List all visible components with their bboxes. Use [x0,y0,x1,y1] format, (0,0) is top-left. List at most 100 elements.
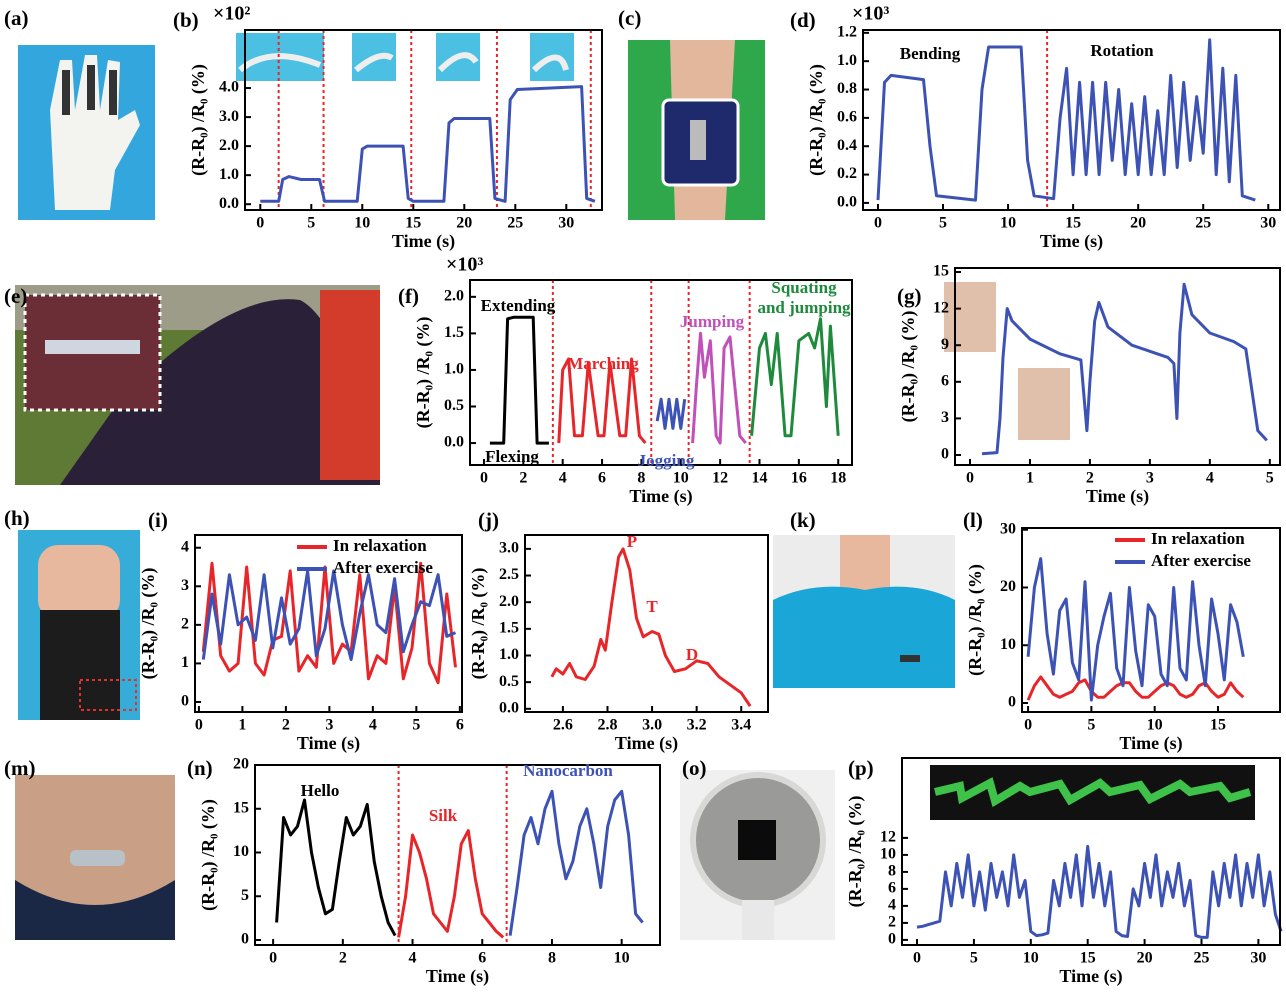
x-tick-label: 2 [1086,470,1094,487]
y-axis-label: (R-R₀) /R₀ (%) [413,317,434,429]
annotation: Jogging [638,451,695,470]
line-series [876,38,1256,202]
chart: 0 5 10 15 0 10 20 30 (l) Time (s) (R-R₀) /R₀ (%) In… [963,508,1281,754]
plot-frame [862,29,1281,211]
x-tick-label: 10 [673,470,689,487]
panel-label: (p) [848,756,874,780]
y-multiplier: ×10³ [852,3,889,25]
x-tick-label: 8 [548,950,556,967]
line-series [557,357,647,445]
x-tick-label: 14 [752,470,768,487]
y-multiplier: ×10² [213,3,250,25]
line-series [691,331,747,445]
x-tick-label: 5 [412,717,420,734]
y-tick-label: 9 [941,336,949,353]
y-tick-label: 2.0 [219,137,239,154]
y-tick-label: 2.5 [499,566,519,583]
x-axis-label: Time (s) [1059,966,1122,987]
x-tick-label: 2.8 [597,717,617,734]
x-axis-label: Time (s) [1040,231,1103,252]
line-series [916,844,1283,939]
x-tick-label: 6 [456,717,464,734]
line-series [750,317,840,438]
line-series [397,829,505,939]
y-tick-label: 0.0 [499,699,519,716]
line-series [655,397,687,430]
legend-label: In relaxation [333,536,427,555]
legend-label: In relaxation [1151,529,1245,548]
y-tick-label: 15 [233,799,249,816]
x-tick-label: 0 [913,950,921,967]
x-tick-label: 5 [939,215,947,232]
x-tick-label: 0 [874,215,882,232]
x-tick-label: 30 [1250,950,1266,967]
photo-k [773,535,955,688]
y-multiplier: ×10³ [446,254,483,276]
chart: 0 5 10 15 20 25 30 0.0 1.0 2.0 3.0 4.0 (b) Time (s) (R… [173,3,603,252]
y-tick-label: 3.0 [219,108,239,125]
plot-frame [254,764,661,946]
y-tick-label: 6 [941,372,949,389]
x-tick-label: 15 [405,215,421,232]
annotation: T [646,597,658,616]
annotation: Bending [900,44,961,63]
x-tick-label: 25 [507,215,523,232]
panel-label: (n) [187,756,213,780]
x-tick-label: 15 [1065,215,1081,232]
annotation: Hello [301,781,340,800]
panel-label: (h) [4,506,30,530]
x-tick-label: 5 [1266,470,1274,487]
x-tick-label: 30 [558,215,574,232]
x-tick-label: 4 [559,470,567,487]
chart: 0 2 4 6 8 10 12 14 16 18 0.0 0.5 1.0 1.5 2.0 (f) Time (s… [398,254,853,507]
y-tick-label: 0 [941,446,949,463]
annotation: Silk [429,806,458,825]
x-tick-label: 3 [325,717,333,734]
x-tick-label: 2 [519,470,527,487]
photo-e [15,285,380,485]
y-axis-label: (R-R₀) /R₀ (%) [898,311,919,423]
y-tick-label: 10 [233,843,249,860]
y-tick-label: 1 [181,654,189,671]
x-axis-label: Time (s) [392,231,455,252]
panel-label: (i) [148,508,168,532]
x-tick-label: 16 [791,470,807,487]
annotation: Rotation [1090,41,1154,60]
panel-label: (d) [790,8,816,32]
panel-label: (b) [173,8,199,32]
y-tick-label: 1.5 [499,620,519,637]
x-tick-label: 15 [1080,950,1096,967]
x-tick-label: 0 [1024,717,1032,734]
x-tick-label: 10 [1147,717,1163,734]
y-tick-label: 0 [181,693,189,710]
y-tick-label: 3 [941,409,949,426]
x-tick-label: 15 [1210,717,1226,734]
x-tick-label: 20 [456,215,472,232]
x-tick-label: 2 [282,717,290,734]
y-tick-label: 0 [241,931,249,948]
x-tick-label: 6 [478,950,486,967]
x-tick-label: 1 [238,717,246,734]
x-tick-label: 1 [1026,470,1034,487]
y-tick-label: 0.0 [837,194,857,211]
x-tick-label: 0 [269,950,277,967]
line-series [550,547,752,707]
chart: 0 2 4 6 8 10 0 5 10 15 20 (n) Time (s) (R-R₀) /R₀ (%)… [187,756,661,987]
panel-label: (c) [618,6,641,30]
y-tick-label: 4 [181,538,189,555]
plot-frame [194,534,463,713]
x-tick-label: 8 [637,470,645,487]
y-tick-label: 1.0 [499,646,519,663]
annotation: Extending [481,296,556,315]
x-tick-label: 3.4 [731,717,751,734]
line-series [260,85,596,203]
legend-label: After exercise [1151,551,1251,570]
y-tick-label: 2 [181,616,189,633]
x-tick-label: 30 [1260,215,1276,232]
inset-photos [236,33,1255,820]
line-series [1026,557,1245,702]
y-tick-label: 12 [933,299,949,316]
panel-label: (g) [897,284,922,308]
